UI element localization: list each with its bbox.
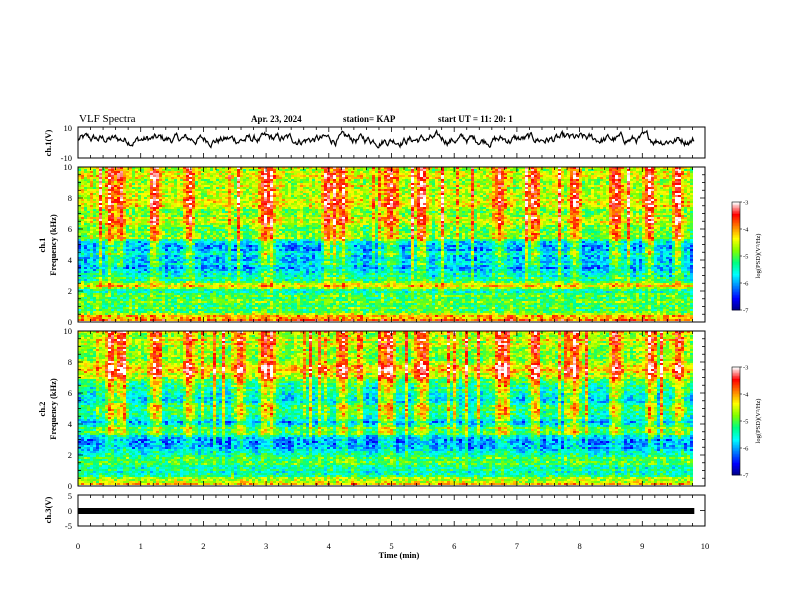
ch2-freq-tick: 10 (64, 326, 73, 336)
time-tick-label: 7 (515, 541, 519, 551)
time-tick-label: 10 (701, 541, 710, 551)
ch1-spec-ylabel-freq: Frequency (kHz) (48, 214, 58, 276)
ch1-spectrogram-image (78, 167, 705, 322)
ch3-ytick-bottom: -5 (65, 521, 72, 531)
station-label: station= KAP (343, 114, 396, 124)
time-tick-label: 3 (264, 541, 268, 551)
figure-title: VLF Spectra (79, 113, 136, 125)
ch2-freq-tick: 8 (68, 357, 72, 367)
ch1-freq-tick: 10 (64, 162, 73, 172)
ch1-freq-tick: 6 (68, 224, 72, 234)
ch3-ytick-top: 5 (68, 491, 72, 501)
colorbar-tick-label: -5 (743, 254, 748, 261)
time-axis-label: Time (min) (379, 550, 420, 560)
colorbar-label: log(PSD)(V²/Hz) (755, 234, 762, 279)
colorbar-tick-label: -6 (743, 446, 749, 453)
ch1-ytick-top: 10 (64, 123, 73, 133)
ch2-colorbar: -3 -4 -5 -6 -7 log(PSD)(V²/Hz) (731, 365, 762, 480)
ch2-freq-tick: 0 (68, 481, 72, 491)
colorbar-tick-label: -4 (743, 227, 749, 234)
ch3-panel: 5 0 -5 ch.3(V) (43, 491, 706, 531)
colorbar-tick-label: -4 (743, 392, 749, 399)
colorbar-tick-label: -6 (743, 281, 749, 288)
ch1-spec-ylabel: ch.1 (37, 238, 47, 253)
colorbar-label: log(PSD)(V²/Hz) (755, 399, 762, 444)
date-label: Apr. 23, 2024 (251, 114, 302, 124)
time-tick-label: 4 (327, 541, 332, 551)
ch1-waveform-line (77, 129, 695, 149)
colorbar-tick-label: -3 (743, 200, 748, 207)
time-tick-label: 5 (389, 541, 393, 551)
ch2-freq-tick: 2 (68, 450, 72, 460)
ch1-freq-tick: 0 (68, 317, 72, 327)
ch1-ytick-bottom: -10 (61, 153, 72, 163)
ch1-spectrogram-panel: 0 2 4 6 8 10 ch.1 Frequency (kHz) (37, 162, 706, 327)
ch1-waveform-ylabel: ch.1(V) (43, 129, 53, 156)
time-axis-tick-labels: 0 1 2 3 4 5 6 7 8 9 10 (76, 541, 709, 551)
time-tick-label: 1 (139, 541, 143, 551)
colorbar-tick-label: -5 (743, 419, 748, 426)
ch2-freq-tick: 6 (68, 388, 72, 398)
ch1-freq-tick: 2 (68, 286, 72, 296)
colorbar-tick-label: -3 (743, 365, 748, 372)
time-tick-label: 6 (452, 541, 456, 551)
start-time-label: start UT = 11: 20: 1 (438, 114, 513, 124)
ch2-spec-ylabel-freq: Frequency (kHz) (48, 378, 58, 440)
colorbar-tick-label: -7 (743, 308, 749, 315)
ch2-spec-ylabel: ch.2 (37, 402, 47, 417)
time-tick-label: 2 (201, 541, 205, 551)
ch1-freq-tick: 4 (68, 255, 73, 265)
time-tick-label: 0 (76, 541, 80, 551)
colorbar-tick-label: -7 (743, 473, 749, 480)
ch1-colorbar: -3 -4 -5 -6 -7 log(PSD)(V²/Hz) (731, 200, 762, 315)
time-tick-label: 9 (640, 541, 644, 551)
ch2-freq-tick: 4 (68, 419, 73, 429)
ch3-trace-line (78, 508, 695, 514)
ch3-ytick-mid: 0 (68, 506, 72, 516)
ch1-freq-tick: 8 (68, 193, 72, 203)
ch3-ylabel: ch.3(V) (43, 496, 53, 523)
ch2-spectrogram-panel: 0 2 4 6 8 10 ch.2 Frequency (kHz) (37, 326, 706, 491)
ch1-waveform-panel: 10 -10 ch.1(V) (43, 123, 706, 163)
ch2-spectrogram-image (78, 331, 705, 486)
time-tick-label: 8 (577, 541, 581, 551)
